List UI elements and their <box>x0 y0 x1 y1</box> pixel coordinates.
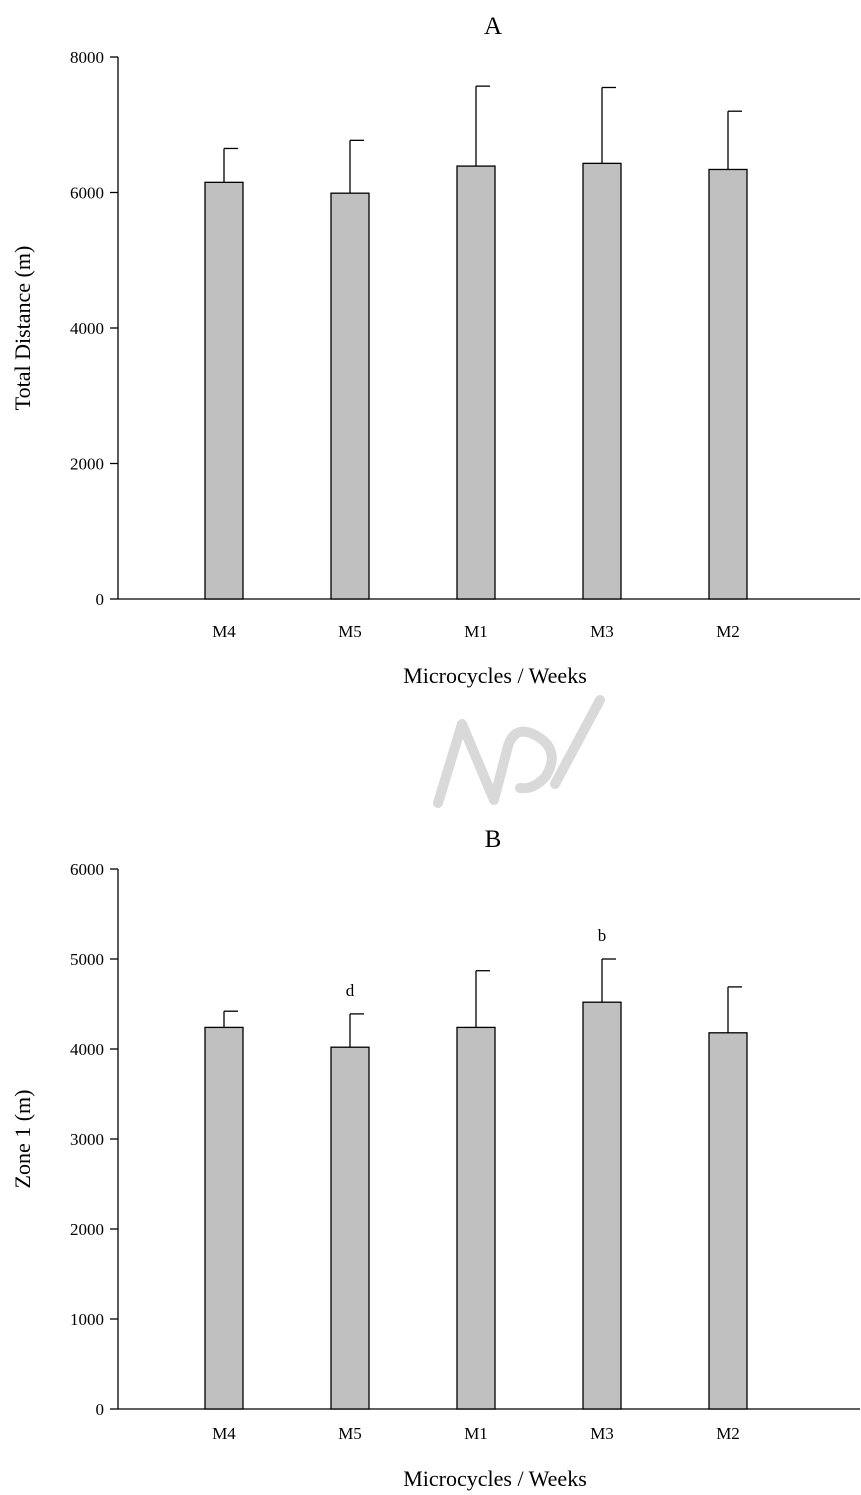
chart-panel-a: A 0 2000 4000 6000 8000 M4 M5 M1 M3 M2 Microcycles … <box>10 13 860 688</box>
x-tick-label: M4 <box>212 1424 236 1443</box>
y-tick-label: 2000 <box>70 1220 104 1239</box>
bar-m3 <box>582 162 622 600</box>
y-tick-label: 8000 <box>70 48 104 67</box>
bar-m2 <box>708 168 748 600</box>
y-tick-label: 3000 <box>70 1130 104 1149</box>
bar-m3 <box>582 1001 622 1410</box>
chart-title: A <box>484 13 502 40</box>
y-tick-label: 4000 <box>70 1040 104 1059</box>
x-axis-title: Microcycles / Weeks <box>403 1466 587 1491</box>
x-axis-title: Microcycles / Weeks <box>403 663 587 688</box>
y-tick-label: 4000 <box>70 319 104 338</box>
y-tick-label: 2000 <box>70 455 104 474</box>
x-tick-label: M5 <box>338 1424 362 1443</box>
y-axis-title: Total Distance (m) <box>10 246 35 411</box>
x-tick-label: M5 <box>338 622 362 641</box>
y-tick-label: 5000 <box>70 950 104 969</box>
bar-m5 <box>330 192 370 600</box>
watermark <box>433 695 605 808</box>
x-tick-label: M1 <box>464 1424 488 1443</box>
y-tick-label: 6000 <box>70 184 104 203</box>
y-axis-title: Zone 1 (m) <box>10 1090 35 1189</box>
bar-m5 <box>330 1046 370 1410</box>
x-tick-label: M2 <box>716 1424 740 1443</box>
bar-m2 <box>708 1032 748 1410</box>
bar-m1 <box>456 1026 496 1410</box>
x-tick-label: M1 <box>464 622 488 641</box>
y-tick-label: 0 <box>96 1400 105 1419</box>
bar-m4 <box>204 181 244 600</box>
y-tick-label: 1000 <box>70 1310 104 1329</box>
x-tick-label: M4 <box>212 622 236 641</box>
x-tick-label: M3 <box>590 1424 614 1443</box>
chart-panel-b: B 0 1000 2000 3000 4000 5000 6000 M4 M5 d M1 M3 b M2 Mi… <box>10 826 860 1491</box>
bar-m4 <box>204 1026 244 1410</box>
significance-label: b <box>598 926 607 945</box>
bar-m1 <box>456 165 496 600</box>
x-tick-label: M3 <box>590 622 614 641</box>
y-tick-label: 0 <box>96 590 105 609</box>
chart-title: B <box>485 826 502 853</box>
y-tick-label: 6000 <box>70 860 104 879</box>
x-tick-label: M2 <box>716 622 740 641</box>
significance-label: d <box>346 981 355 1000</box>
